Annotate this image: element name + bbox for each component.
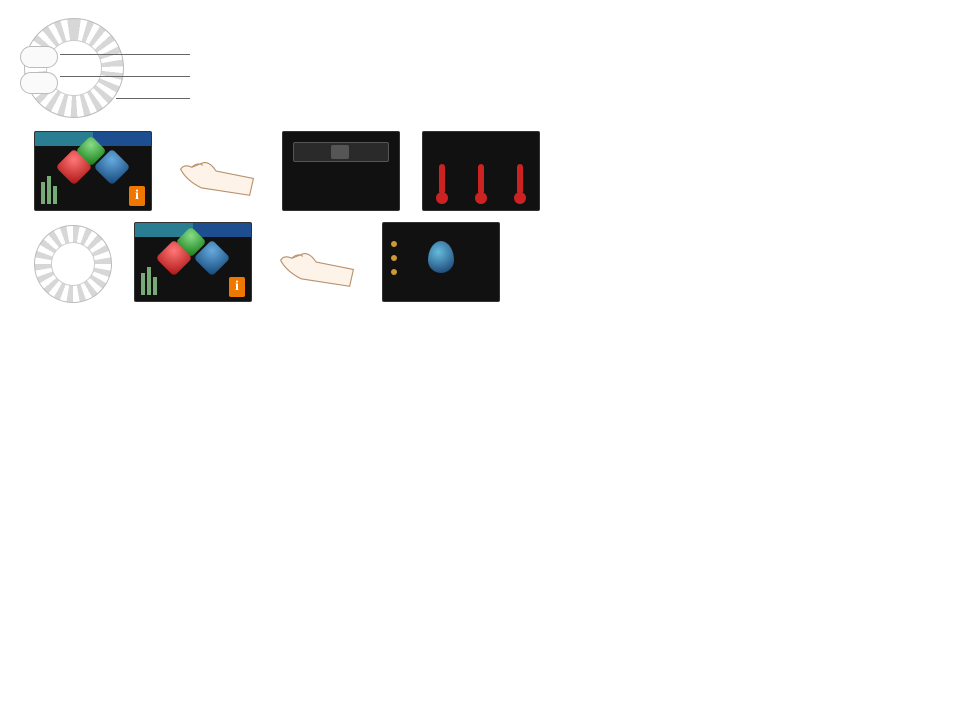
screen-slider: [282, 131, 400, 211]
water-demo-row: → i: [34, 221, 936, 303]
screen-thermometers: [422, 131, 540, 211]
climate-demo-row: i: [34, 131, 936, 211]
hand-icon-2: [274, 234, 360, 290]
screen-main-menu: i: [34, 131, 152, 211]
ok-press-illustration: [174, 139, 260, 203]
navigation-diagram: [24, 18, 936, 123]
screen-water-drop: [382, 222, 500, 302]
screen-main-menu-2: i: [134, 222, 252, 302]
back-button-icon: [20, 72, 58, 94]
ok-button-icon: [20, 46, 58, 68]
dial-turn-illustration: →: [34, 221, 112, 303]
ok-press-illustration-2: [274, 230, 360, 294]
control-dial-illustration: [24, 18, 194, 123]
hand-icon: [174, 143, 260, 199]
